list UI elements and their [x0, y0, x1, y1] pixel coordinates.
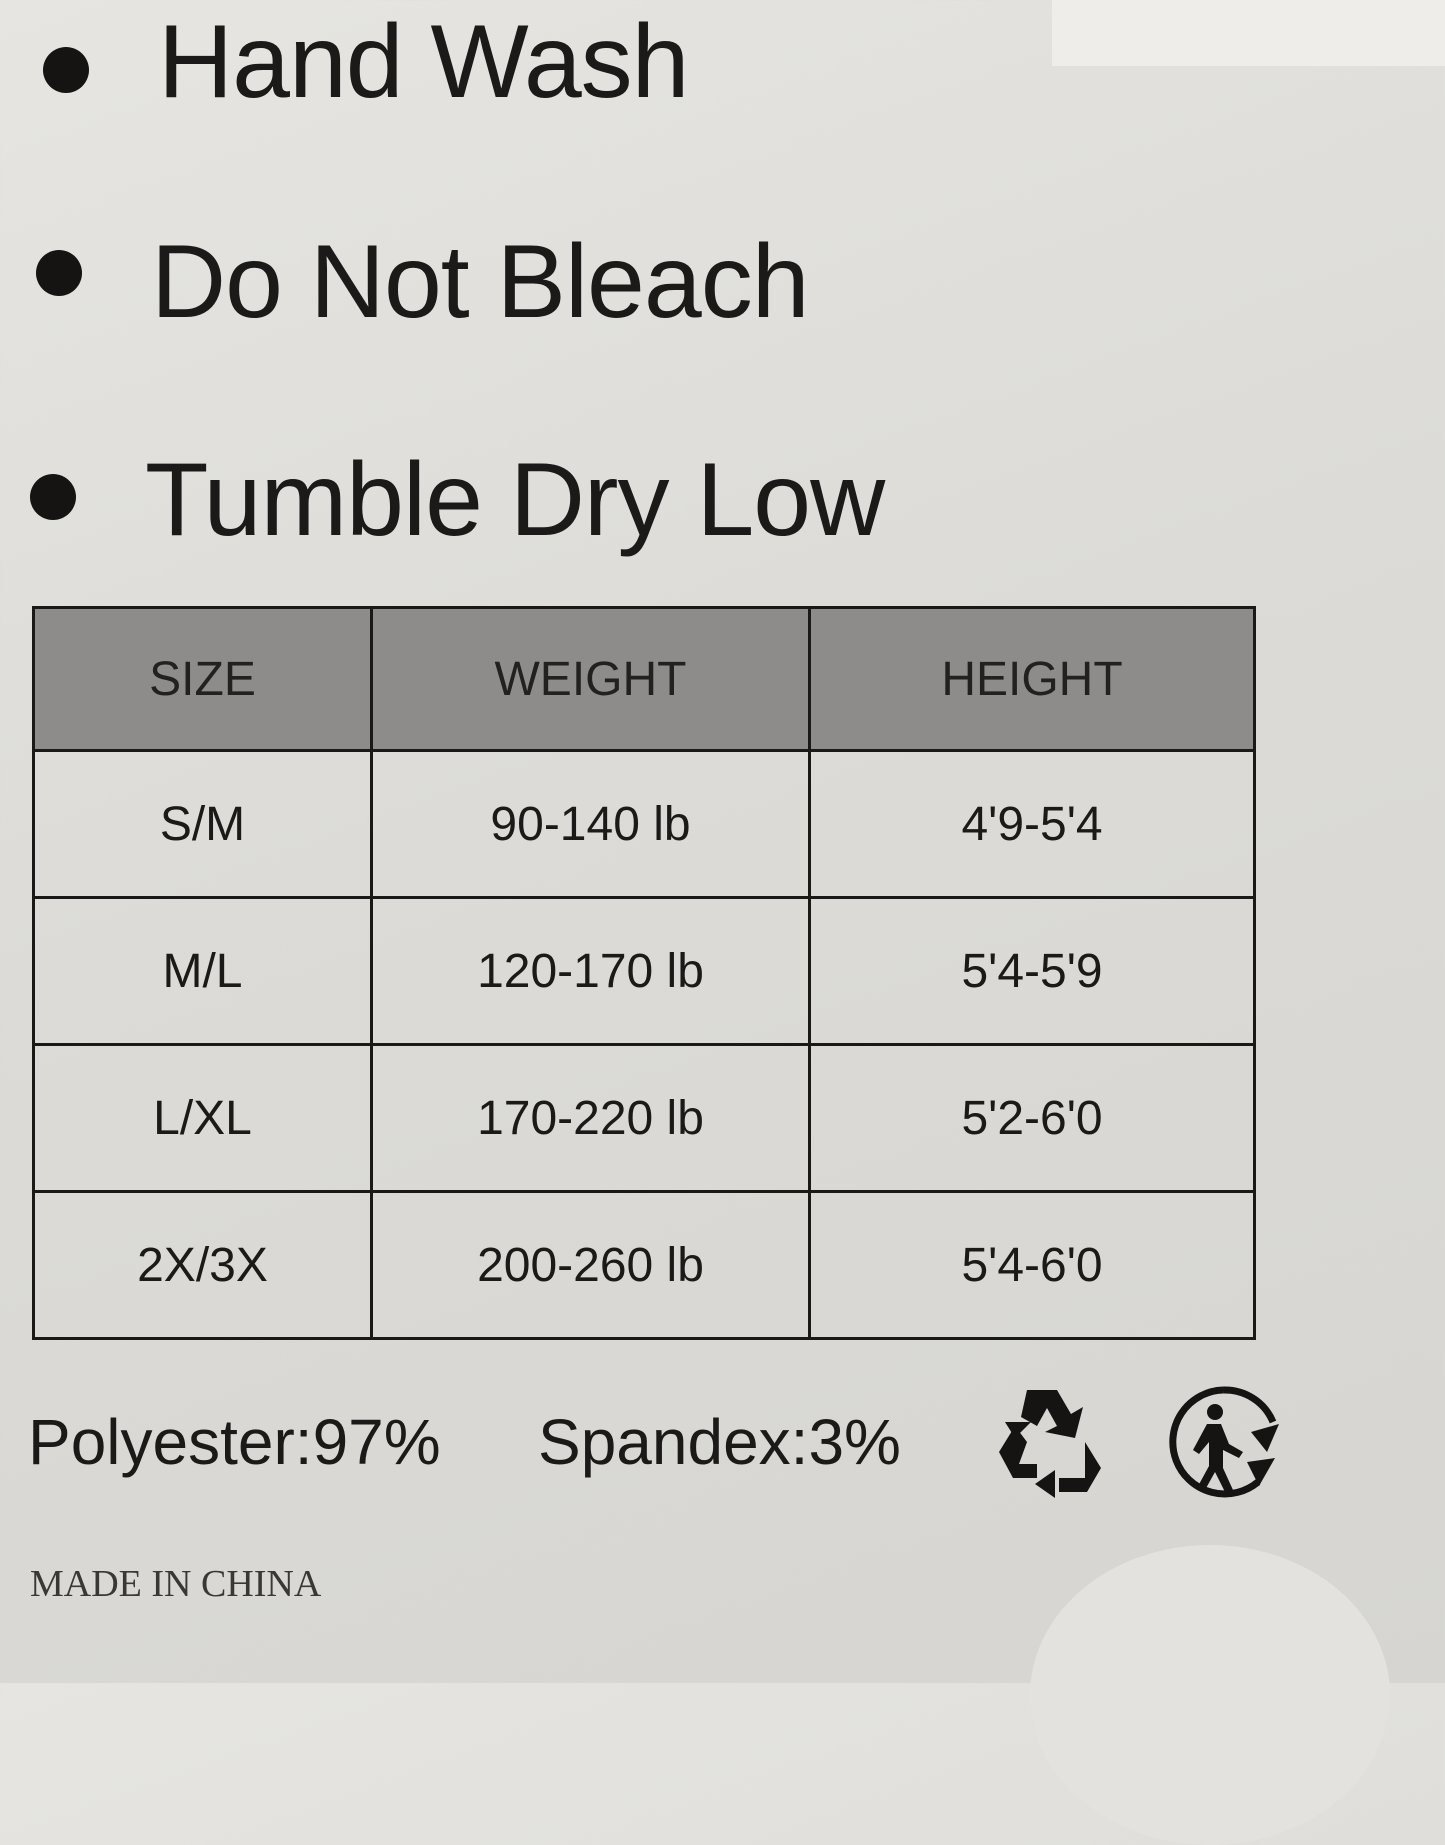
cell-height: 5'4-5'9	[808, 896, 1256, 1046]
header-weight: WEIGHT	[370, 606, 811, 752]
cell-weight: 90-140 lb	[370, 749, 811, 899]
table-row: 2X/3X 200-260 lb 5'4-6'0	[32, 1190, 1256, 1340]
composition-spandex: Spandex:3%	[538, 1406, 901, 1478]
composition-polyester: Polyester:97%	[28, 1406, 441, 1478]
bullet-icon	[30, 474, 76, 520]
origin-label: MADE IN CHINA	[30, 1563, 322, 1605]
cell-weight: 170-220 lb	[370, 1043, 811, 1193]
cell-weight: 120-170 lb	[370, 896, 811, 1046]
care-text: Do Not Bleach	[151, 224, 810, 340]
background-sticker	[1030, 1545, 1390, 1845]
cell-height: 5'4-6'0	[808, 1190, 1256, 1340]
header-size: SIZE	[32, 606, 373, 752]
bullet-icon	[36, 250, 82, 296]
header-height: HEIGHT	[808, 606, 1256, 752]
cell-height: 5'2-6'0	[808, 1043, 1256, 1193]
tidyman-recycle-icon	[1169, 1386, 1279, 1498]
table-row: S/M 90-140 lb 4'9-5'4	[32, 749, 1256, 899]
background-paper-edge	[1052, 0, 1445, 66]
cell-size: L/XL	[32, 1043, 373, 1193]
cell-weight: 200-260 lb	[370, 1190, 811, 1340]
size-chart-table: SIZE WEIGHT HEIGHT S/M 90-140 lb 4'9-5'4…	[32, 606, 1256, 1340]
care-text: Hand Wash	[158, 4, 689, 120]
table-row: M/L 120-170 lb 5'4-5'9	[32, 896, 1256, 1046]
bullet-icon	[43, 47, 89, 93]
cell-size: 2X/3X	[32, 1190, 373, 1340]
cell-size: S/M	[32, 749, 373, 899]
cell-height: 4'9-5'4	[808, 749, 1256, 899]
cell-size: M/L	[32, 896, 373, 1046]
table-row: L/XL 170-220 lb 5'2-6'0	[32, 1043, 1256, 1193]
table-header-row: SIZE WEIGHT HEIGHT	[32, 606, 1256, 752]
care-text: Tumble Dry Low	[145, 442, 885, 558]
recycle-icon	[999, 1390, 1101, 1498]
